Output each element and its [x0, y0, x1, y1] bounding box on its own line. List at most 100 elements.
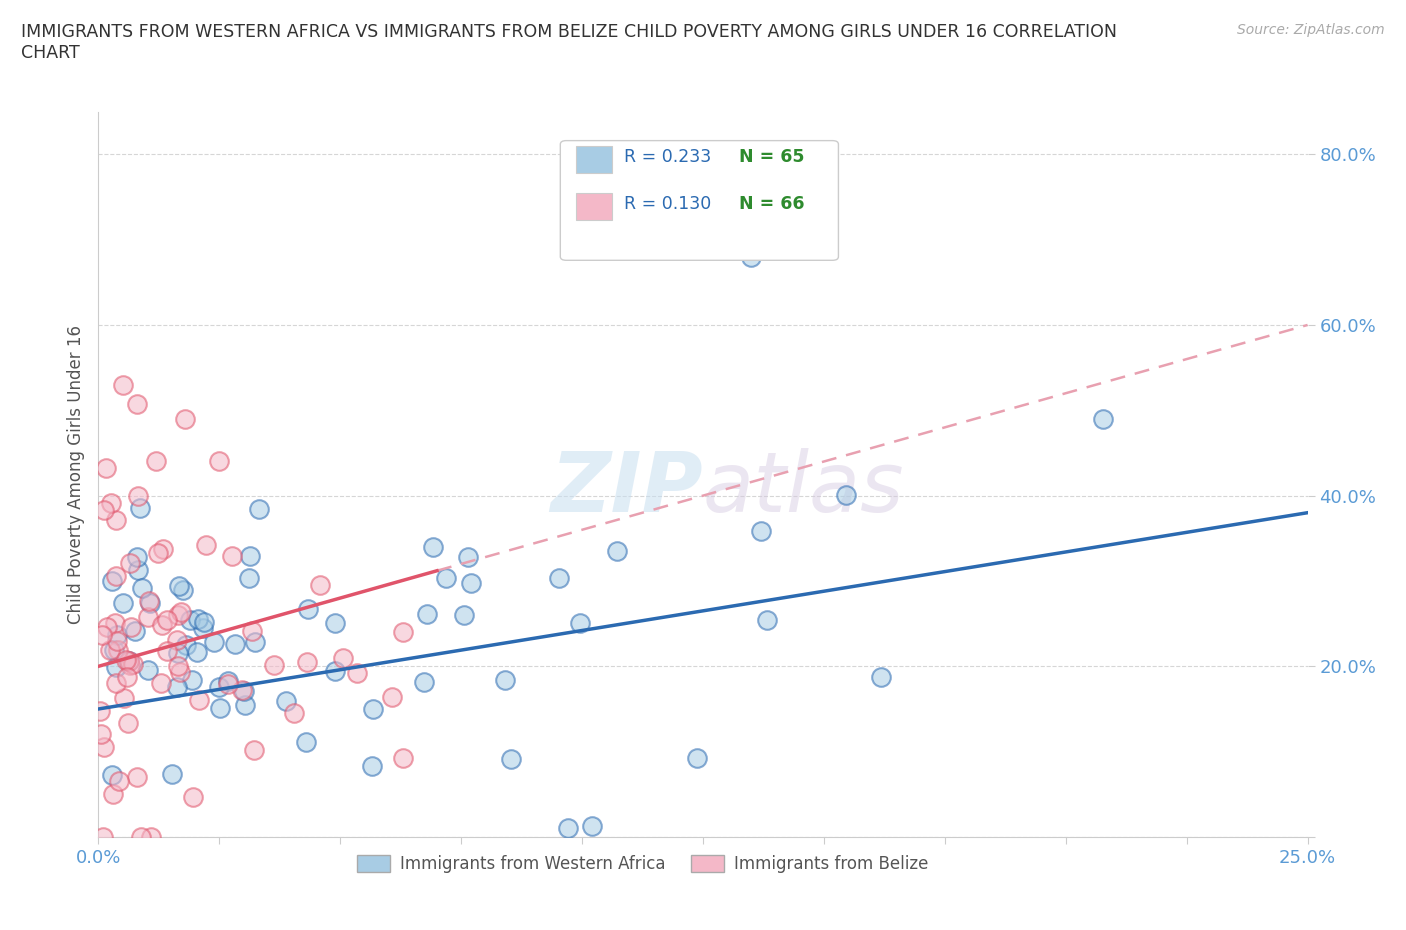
Point [96, 619, 118, 634]
Point [217, 677, 239, 692]
Text: ZIP: ZIP [550, 448, 703, 529]
Point [98, 643, 121, 658]
Point [96, 460, 118, 475]
Point [156, 644, 179, 658]
Point [231, 683, 253, 698]
Point [105, 628, 128, 643]
Point [457, 550, 479, 565]
Point [118, 658, 141, 672]
Point [169, 664, 191, 679]
Point [125, 396, 148, 411]
Point [101, 768, 124, 783]
Point [174, 411, 197, 426]
Point [167, 608, 190, 623]
Point [181, 790, 204, 804]
Point [323, 616, 346, 631]
Point [125, 550, 148, 565]
Point [412, 674, 434, 689]
Point [569, 616, 592, 631]
FancyBboxPatch shape [576, 193, 613, 220]
Point [115, 653, 138, 668]
Point [202, 634, 225, 649]
Point [276, 694, 298, 709]
Text: R = 0.130: R = 0.130 [624, 195, 711, 214]
Point [686, 751, 709, 765]
Point [194, 538, 217, 552]
Point [239, 549, 262, 564]
Point [120, 619, 142, 634]
Point [217, 673, 239, 688]
Point [170, 604, 193, 619]
Point [186, 644, 208, 659]
FancyBboxPatch shape [576, 146, 613, 173]
Point [208, 454, 231, 469]
Point [129, 830, 152, 844]
Point [166, 645, 188, 660]
Text: IMMIGRANTS FROM WESTERN AFRICA VS IMMIGRANTS FROM BELIZE CHILD POVERTY AMONG GIR: IMMIGRANTS FROM WESTERN AFRICA VS IMMIGR… [21, 23, 1118, 62]
Point [209, 700, 232, 715]
Point [124, 623, 146, 638]
Point [756, 613, 779, 628]
Point [187, 693, 209, 708]
Point [114, 691, 136, 706]
Point [129, 500, 152, 515]
Point [309, 578, 332, 592]
Point [111, 378, 134, 392]
Text: Source: ZipAtlas.com: Source: ZipAtlas.com [1237, 23, 1385, 37]
Point [152, 541, 174, 556]
Point [166, 658, 188, 673]
Point [118, 653, 141, 668]
Point [193, 615, 215, 630]
Point [127, 770, 149, 785]
Point [221, 549, 243, 564]
Point [224, 637, 246, 652]
Text: atlas: atlas [703, 448, 904, 529]
Point [416, 607, 439, 622]
Point [263, 658, 285, 673]
Point [835, 487, 858, 502]
Point [121, 657, 143, 671]
Point [494, 672, 516, 687]
Point [434, 570, 457, 585]
Point [160, 766, 183, 781]
Point [115, 670, 138, 684]
Point [117, 654, 139, 669]
Point [146, 546, 169, 561]
Point [422, 539, 444, 554]
Point [111, 596, 134, 611]
Point [118, 556, 141, 571]
Point [166, 680, 188, 695]
Point [180, 673, 202, 688]
Point [297, 655, 319, 670]
Point [499, 751, 522, 766]
Point [323, 663, 346, 678]
Point [117, 716, 139, 731]
Point [101, 574, 124, 589]
Point [105, 676, 128, 691]
Point [870, 670, 893, 684]
Point [141, 830, 163, 844]
Point [107, 634, 129, 649]
Point [1091, 411, 1114, 426]
Point [294, 735, 316, 750]
Point [136, 610, 159, 625]
Point [247, 501, 270, 516]
Point [297, 601, 319, 616]
Y-axis label: Child Poverty Among Girls Under 16: Child Poverty Among Girls Under 16 [66, 325, 84, 624]
Point [155, 613, 177, 628]
Point [233, 684, 256, 698]
Point [179, 613, 201, 628]
Point [91, 628, 114, 643]
Point [93, 502, 115, 517]
Point [606, 543, 628, 558]
Point [89, 704, 111, 719]
Point [138, 594, 160, 609]
Text: N = 65: N = 65 [740, 148, 804, 166]
Point [107, 643, 129, 658]
Point [391, 751, 413, 765]
Point [167, 578, 190, 593]
Point [150, 675, 173, 690]
Point [557, 821, 579, 836]
Point [145, 454, 167, 469]
Point [90, 726, 112, 741]
